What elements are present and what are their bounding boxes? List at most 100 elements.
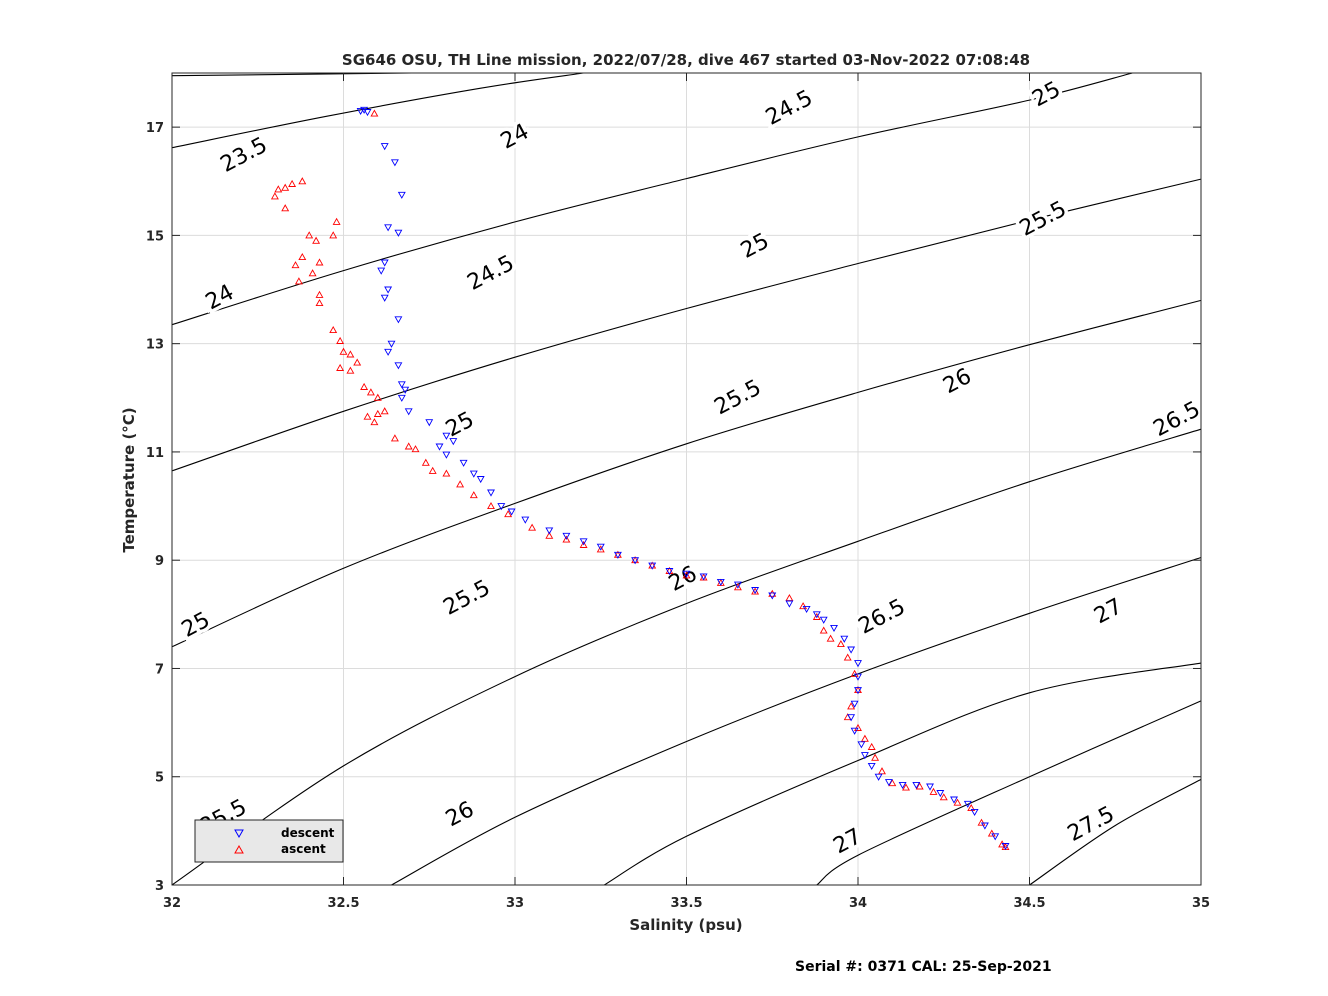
ascent-point [871,753,880,761]
descent-point [847,646,856,654]
descent-point [497,503,506,511]
ascent-point [545,531,554,539]
ascent-point [843,653,852,661]
descent-point [562,532,571,540]
ascent-point [353,358,362,366]
descent-point [854,660,862,668]
descent-point [476,476,485,484]
ascent-point [456,480,465,488]
ascent-point [953,798,962,806]
ascent-point [579,540,588,548]
density-contour-line [603,662,1202,886]
descent-point [847,714,856,722]
descent-point [682,570,691,578]
descent-point [950,796,958,804]
descent-point [857,741,866,749]
ascent-point [562,535,571,543]
descent-point [854,673,862,681]
ascent-point [288,179,297,187]
descent-point [360,106,369,114]
descent-point [397,381,406,389]
ascent-point [812,612,821,620]
ascent-point [373,409,382,417]
y-tick-label: 3 [155,879,164,894]
ascent-point [596,545,605,553]
ascent-point [270,192,279,200]
legend-descent-marker [234,829,244,839]
ascent-point [826,634,835,642]
descent-point [442,451,451,459]
descent-point [819,616,828,624]
descent-point [390,159,399,167]
y-tick-label: 11 [146,446,164,461]
density-contour-line [1029,778,1202,886]
ascent-point [768,589,777,597]
descent-point [397,394,406,402]
descent-point [435,443,444,451]
ascent-point [360,382,369,390]
descent-point [850,727,859,735]
ascent-point [819,626,828,634]
y-tick-label: 7 [155,662,164,677]
x-tick-label: 32 [163,896,181,911]
descent-point [394,229,403,237]
ascent-point [298,177,307,185]
ascent-point [967,803,976,812]
ascent-point [847,702,856,710]
ascent-point [404,442,413,450]
ascent-point [274,185,283,193]
descent-point [898,781,907,790]
ascent-point [411,445,420,453]
ascent-point [312,236,321,244]
ascent-point [421,458,430,466]
descent-point [377,267,386,275]
descent-point [449,438,458,446]
descent-point [912,781,921,790]
serial-cal-footer: Serial #: 0371 CAL: 25-Sep-2021 [795,959,1052,975]
descent-point [442,432,451,440]
data-series [270,106,1010,851]
descent-point [545,527,554,535]
density-contour-line [171,72,1133,326]
legend-box [194,819,344,863]
ascent-point [308,269,317,277]
descent-point [840,635,849,643]
descent-point [384,348,393,356]
descent-point [384,286,393,294]
ascent-point [336,336,345,344]
descent-point [363,109,372,117]
ascent-point [528,523,537,531]
descent-point [469,470,478,478]
density-contour-line [171,299,1202,648]
ascent-point [315,290,324,298]
ascent-point [370,418,379,426]
ascent-point [291,261,300,269]
density-contour-line [391,556,1202,886]
ascent-point [281,183,290,191]
x-tick-label: 35 [1192,896,1210,911]
descent-point [401,386,410,394]
density-contour-line [171,178,1202,472]
ascent-point [294,277,303,285]
x-tick-label: 32.5 [327,896,359,911]
descent-point [648,562,657,570]
legend-ascent-marker [234,844,244,854]
descent-point [380,259,389,267]
descent-point [936,790,945,798]
ascent-point [390,434,399,442]
descent-point [785,600,794,608]
ascent-point [332,217,341,225]
ascent-point [363,412,372,420]
descent-point [830,624,838,633]
ascent-point [329,325,338,334]
ascent-point [380,407,389,415]
descent-point [699,573,708,581]
ascent-point [442,469,451,477]
ascent-point [987,829,996,837]
ascent-point [281,204,290,212]
y-tick-label: 15 [146,229,164,244]
y-tick-label: 9 [155,554,164,569]
ascent-point [298,252,307,261]
descent-point [394,316,403,324]
